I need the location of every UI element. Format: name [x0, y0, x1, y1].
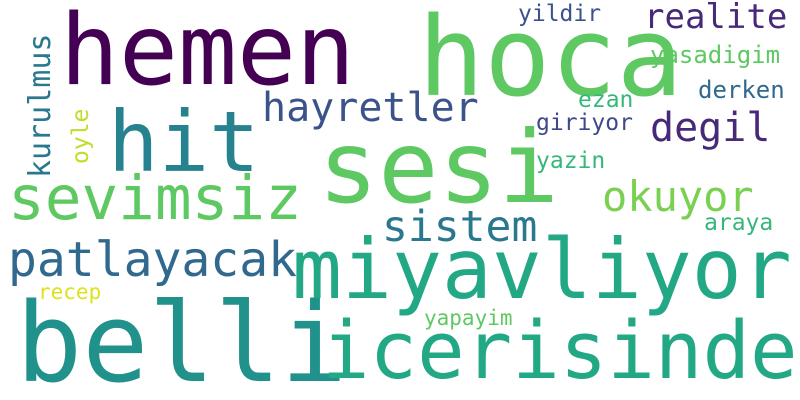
word-belli: belli — [16, 279, 348, 400]
word-derken: derken — [698, 76, 785, 104]
word-icerisinde: icerisinde — [322, 305, 798, 397]
word-hemen: hemen — [60, 0, 356, 108]
word-yildir: yildir — [518, 1, 602, 27]
word-realite: realite — [644, 0, 788, 37]
word-okuyor: okuyor — [602, 172, 754, 221]
word-araya: araya — [704, 210, 774, 236]
word-giriyor: giriyor — [536, 110, 633, 136]
word-miyavliyor: miyavliyor — [292, 221, 792, 318]
word-sevimsiz: sevimsiz — [8, 163, 302, 234]
word-sesi: sesi — [318, 109, 559, 226]
word-yazin: yazin — [536, 148, 606, 174]
word-ezan: ezan — [578, 87, 634, 113]
word-patlayacak: patlayacak — [8, 232, 297, 288]
word-hoca: hoca — [418, 0, 683, 121]
word-yasadigim: yasadigim — [650, 41, 781, 69]
word-hit: hit — [108, 93, 260, 191]
word-yapayim: yapayim — [424, 306, 513, 330]
word-oyle: oyle — [68, 108, 94, 164]
word-kurulmus: kurulmus — [23, 33, 58, 179]
word-recep: recep — [38, 280, 102, 304]
word-degil: degil — [650, 105, 771, 151]
word-sistem: sistem — [382, 202, 538, 252]
word-hayretler: hayretler — [262, 85, 479, 131]
